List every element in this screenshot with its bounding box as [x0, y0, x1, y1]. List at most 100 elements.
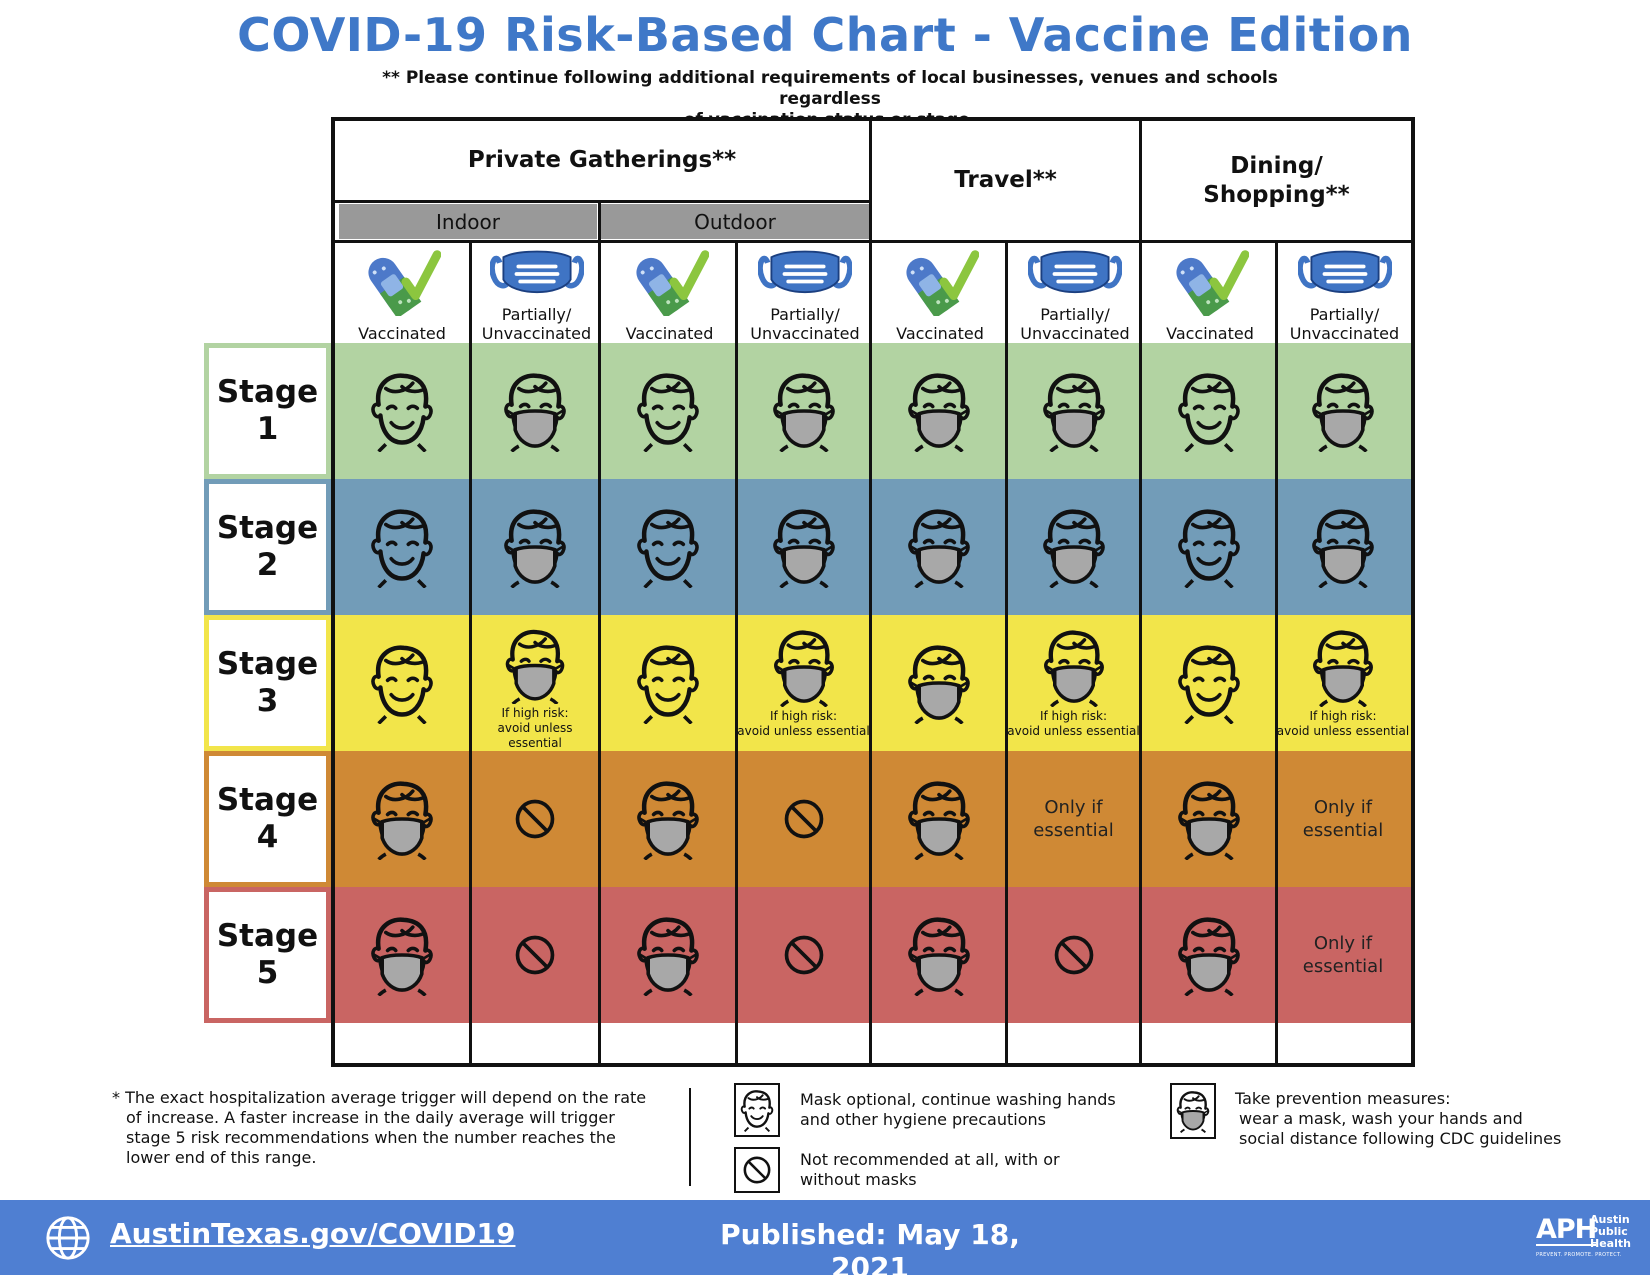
masked-face-icon: [1307, 370, 1379, 452]
stage-label-text: Stage 1: [217, 374, 318, 448]
only-if-essential-line-1: Only if: [1044, 797, 1103, 818]
column-label-vaccinated: Vaccinated: [1166, 324, 1254, 343]
high-risk-note: If high risk: avoid unless essential: [1007, 709, 1139, 739]
divider-column: [469, 240, 472, 1063]
risk-cell: [469, 751, 601, 887]
aph-logo-line-1: Austin: [1590, 1213, 1630, 1226]
footer-bar: [0, 1200, 1650, 1275]
risk-cell: [872, 343, 1005, 479]
header-private-gatherings-label: Private Gatherings**: [467, 147, 737, 173]
stage-row-4: [335, 751, 1411, 887]
stage-label-word: Stage: [216, 374, 319, 410]
high-risk-note-line-1: If high risk:: [1309, 709, 1377, 723]
masked-face-icon: [632, 778, 704, 860]
masked-face-icon: [1307, 506, 1379, 588]
legend-no-sign-icon: [734, 1147, 780, 1193]
masked-face-icon: [500, 627, 570, 704]
high-risk-note-line-2: avoid unless essential: [1007, 724, 1140, 738]
high-risk-note-line-2: avoid unless essential: [1276, 724, 1410, 738]
stage-row-5: [335, 887, 1411, 1023]
risk-cell: [735, 751, 872, 887]
only-if-essential-line-2: essential: [1302, 956, 1384, 977]
only-if-essential-line-2: essential: [1302, 820, 1384, 841]
bandaid-check-icon: [901, 243, 979, 318]
only-if-essential: Only if essential: [1033, 796, 1113, 842]
risk-cell: Only if essential: [1275, 887, 1411, 1023]
column-head-vaccinated: Vaccinated: [335, 243, 469, 343]
blue-mask-graphic: [490, 246, 584, 302]
globe-icon: [44, 1214, 92, 1266]
divider-header-bottom: [335, 240, 1411, 243]
high-risk-note: If high risk: avoid unless essential: [737, 709, 869, 739]
stage-label-text: Stage 5: [217, 918, 318, 992]
smile-face-icon: [632, 370, 704, 452]
high-risk-note-line-1: If high risk:: [1039, 709, 1108, 723]
no-sign-icon: [781, 796, 827, 842]
masked-face-icon: [1173, 914, 1245, 996]
only-if-essential-line-1: Only if: [1313, 933, 1373, 954]
legend-mask-optional: Mask optional, continue washing hands an…: [800, 1090, 1116, 1130]
column-label-partial-2: Unvaccinated: [481, 324, 592, 343]
column-label-partial-2: Unvaccinated: [1289, 324, 1400, 343]
legend-mask-icon: [1170, 1083, 1216, 1139]
legend-prevention-line-2: wear a mask, wash your hands and: [1239, 1109, 1523, 1128]
header-dining-shopping: Dining/ Shopping**: [1142, 121, 1411, 240]
masked-face-icon: [768, 370, 840, 452]
masked-face-icon: [632, 914, 704, 996]
column-label-partial-1: Partially/: [1040, 305, 1110, 324]
masked-face-icon: [1039, 627, 1109, 707]
high-risk-note-line-2: avoid unless essential: [497, 721, 573, 750]
footer-link[interactable]: AustinTexas.gov/COVID19: [110, 1217, 516, 1250]
stage-label-number: 5: [256, 955, 279, 991]
page-title: COVID-19 Risk-Based Chart - Vaccine Edit…: [237, 8, 1413, 62]
risk-cell: [1005, 479, 1142, 615]
smile-face-icon: [366, 506, 438, 588]
risk-cell: [1275, 479, 1411, 615]
aph-logo-abbr: APH: [1536, 1214, 1597, 1246]
face-mask-icon: [1028, 243, 1122, 305]
blue-mask-graphic: [758, 246, 852, 302]
stage-label-number: 1: [256, 411, 279, 447]
bandaid-check-graphic: [363, 246, 441, 316]
column-label-vaccinated: Vaccinated: [358, 324, 446, 343]
aph-logo: APH Austin Public Health PREVENT. PROMOT…: [1536, 1214, 1636, 1264]
masked-face-icon: [769, 627, 839, 707]
masked-face-icon: [903, 778, 975, 860]
aph-logo-tagline: PREVENT. PROMOTE. PROTECT.: [1536, 1252, 1622, 1258]
risk-cell: [469, 343, 601, 479]
blue-mask-graphic: [1298, 246, 1392, 302]
high-risk-note-line-1: If high risk:: [501, 706, 569, 720]
column-head-vaccinated: Vaccinated: [604, 243, 735, 343]
smile-face-icon: [1173, 642, 1245, 724]
bandaid-check-icon: [363, 243, 441, 318]
stage-label-text: Stage 4: [217, 782, 318, 856]
masked-face-icon: [1308, 627, 1378, 707]
stage-label-4: Stage 4: [204, 751, 331, 887]
stage-row-2: [335, 479, 1411, 615]
risk-cell: [1142, 615, 1275, 751]
divider-travel: [869, 121, 872, 1063]
only-if-essential: Only if essential: [1303, 796, 1383, 842]
masked-face-icon: [1038, 506, 1110, 588]
stage-label-number: 2: [256, 547, 279, 583]
masked-face-icon: [903, 506, 975, 588]
stage-label-text: Stage 2: [217, 510, 318, 584]
risk-cell: [601, 751, 735, 887]
legend-prevention-line-3: social distance following CDC guidelines: [1239, 1129, 1562, 1148]
stage-label-2: Stage 2: [204, 479, 331, 615]
high-risk-note-line-1: If high risk:: [769, 709, 838, 723]
subtitle-line-1: ** Please continue following additional …: [382, 68, 1278, 109]
risk-cell: [601, 615, 735, 751]
risk-cell: Only if essential: [1275, 751, 1411, 887]
masked-face-icon: [499, 370, 571, 452]
column-head-vaccinated: Vaccinated: [875, 243, 1005, 343]
divider-indoor-outdoor: [598, 200, 601, 1063]
column-label-partial-1: Partially/: [501, 305, 572, 324]
high-risk-note-line-2: avoid unless essential: [737, 724, 870, 738]
column-head-unvaccinated: Partially/Unvaccinated: [738, 243, 872, 343]
bandaid-check-graphic: [901, 246, 979, 316]
bandaid-check-graphic: [1171, 246, 1249, 316]
column-label-vaccinated: Vaccinated: [896, 324, 984, 343]
no-sign-icon: [512, 932, 558, 978]
subheader-indoor-label: Indoor: [436, 209, 500, 234]
